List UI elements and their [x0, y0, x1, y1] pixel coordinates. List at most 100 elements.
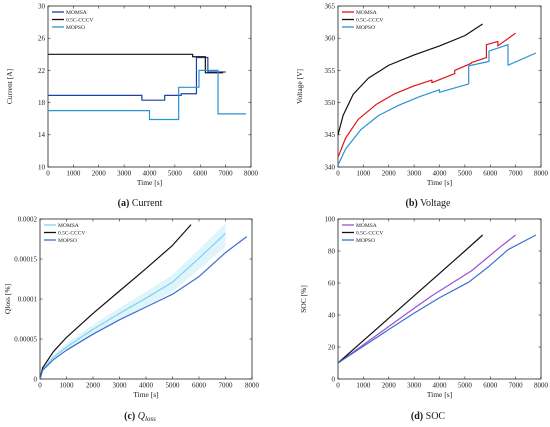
chart-soc: 0 1000 2000 3000 4000 5000 6000 7000 8000 0 20 40 60… [299, 215, 549, 422]
series-line-mopso [39, 236, 248, 380]
series-line-momsa [337, 234, 517, 364]
panel-caption: (c) Qloss [124, 411, 156, 423]
y-tick-label: 18 [38, 99, 46, 107]
x-tick-label: 0 [38, 382, 42, 390]
legend-label: MOMSA [356, 10, 377, 16]
x-tick-label: 3000 [113, 382, 128, 390]
x-tick-label: 5000 [458, 170, 473, 178]
series-line-0-5c-cccv [39, 224, 192, 380]
x-tick-label: 0 [336, 382, 340, 390]
x-tick-label: 1000 [356, 170, 371, 178]
panel-caption: (d) SOC [411, 411, 446, 422]
series-line-momsa [48, 56, 226, 101]
caption-text: Voltage [420, 198, 451, 209]
x-tick-label: 8000 [245, 382, 260, 390]
legend-label: MOMSA [66, 10, 87, 16]
legend-label: 0.5C-CCCV [356, 231, 383, 237]
y-tick-label: 14 [38, 131, 46, 139]
x-axis-label: Time [s] [137, 178, 162, 187]
x-tick-label: 7000 [219, 382, 234, 390]
y-tick-label: 20 [328, 343, 336, 351]
legend-label: MOMSA [356, 223, 377, 229]
x-tick-label: 5000 [458, 382, 473, 390]
series-line-momsa [39, 232, 226, 380]
legend-label: MOPSO [66, 25, 85, 31]
caption-letter: (c) [124, 411, 135, 422]
y-tick-label: 355 [325, 67, 336, 75]
x-tick-label: 2000 [382, 382, 397, 390]
y-tick-label: 40 [328, 311, 336, 319]
y-axis-label: Qloss [%] [3, 284, 12, 314]
panel-caption: (b) Voltage [406, 198, 451, 209]
y-tick-label: 350 [325, 99, 336, 107]
x-axis-label: Time [s] [427, 178, 452, 187]
legend-label: MOPSO [356, 25, 375, 31]
caption-text: Q [138, 411, 146, 422]
plot-frame [47, 5, 252, 168]
y-tick-label: 0.0001 [18, 295, 38, 303]
y-tick-label: 340 [325, 163, 336, 171]
y-tick-label: 360 [325, 35, 336, 43]
x-tick-label: 4000 [433, 170, 448, 178]
series-line-mopso [337, 234, 537, 364]
plot-frame [337, 5, 542, 168]
x-tick-label: 6000 [193, 170, 208, 178]
y-tick-label: 0 [332, 375, 336, 383]
x-tick-label: 8000 [534, 170, 549, 178]
y-tick-label: 365 [325, 2, 336, 10]
series-line-0-5c-cccv [337, 23, 483, 135]
y-tick-label: 80 [328, 247, 336, 255]
legend-label: MOPSO [58, 238, 77, 244]
y-tick-label: 60 [328, 279, 336, 287]
y-axis-label: Current [A] [5, 69, 14, 104]
x-tick-label: 1000 [356, 382, 371, 390]
caption-letter: (b) [406, 198, 418, 209]
x-tick-label: 2000 [86, 382, 101, 390]
x-tick-label: 7000 [509, 170, 524, 178]
x-tick-label: 0 [46, 170, 50, 178]
y-tick-label: 10 [38, 163, 46, 171]
y-axis-label: Voltage [V] [295, 69, 304, 104]
caption-letter: (a) [118, 198, 130, 209]
x-tick-label: 2000 [382, 170, 397, 178]
x-tick-label: 8000 [244, 170, 259, 178]
legend-label: 0.5C-CCCV [356, 18, 383, 24]
legend-label: 0.5C-CCCV [58, 231, 85, 237]
x-tick-label: 3000 [407, 170, 422, 178]
y-tick-label: 0 [34, 375, 38, 383]
x-tick-label: 6000 [483, 382, 498, 390]
y-axis-label: SOC [%] [299, 285, 308, 313]
series-line-momsa [337, 32, 516, 158]
y-tick-label: 22 [38, 67, 46, 75]
y-tick-label: 26 [38, 35, 46, 43]
y-tick-label: 30 [38, 2, 46, 10]
momsa-uncertainty-band [40, 223, 226, 379]
x-tick-label: 6000 [483, 170, 498, 178]
caption-letter: (d) [411, 411, 423, 422]
x-tick-label: 8000 [534, 382, 549, 390]
plot-frame [337, 218, 542, 380]
series-line-0-5c-cccv [337, 234, 484, 364]
chart-current: 0 1000 2000 3000 4000 5000 6000 7000 8000 10 14 18 2… [5, 2, 259, 209]
series-line-0-5c-cccv [48, 53, 224, 74]
chart-qloss: 0 1000 2000 3000 4000 5000 6000 7000 8000 0 0.0000… [3, 215, 260, 423]
x-tick-label: 1000 [66, 170, 81, 178]
x-tick-label: 5000 [166, 382, 181, 390]
caption-text: SOC [426, 411, 446, 422]
x-tick-label: 4000 [433, 382, 448, 390]
y-tick-label: 100 [325, 215, 336, 223]
legend-label: MOPSO [356, 238, 375, 244]
x-tick-label: 7000 [219, 170, 234, 178]
legend-label: MOMSA [58, 223, 79, 229]
y-tick-label: 0.00005 [14, 335, 37, 343]
x-tick-label: 4000 [143, 170, 158, 178]
x-tick-label: 2000 [92, 170, 107, 178]
x-tick-label: 6000 [192, 382, 207, 390]
series-line-mopso [48, 69, 246, 121]
y-tick-label: 0.0002 [18, 215, 38, 223]
x-tick-label: 3000 [117, 170, 132, 178]
caption-text: Current [132, 198, 163, 209]
x-tick-label: 1000 [60, 382, 75, 390]
caption-subscript: loss [145, 415, 156, 423]
x-tick-label: 5000 [168, 170, 183, 178]
